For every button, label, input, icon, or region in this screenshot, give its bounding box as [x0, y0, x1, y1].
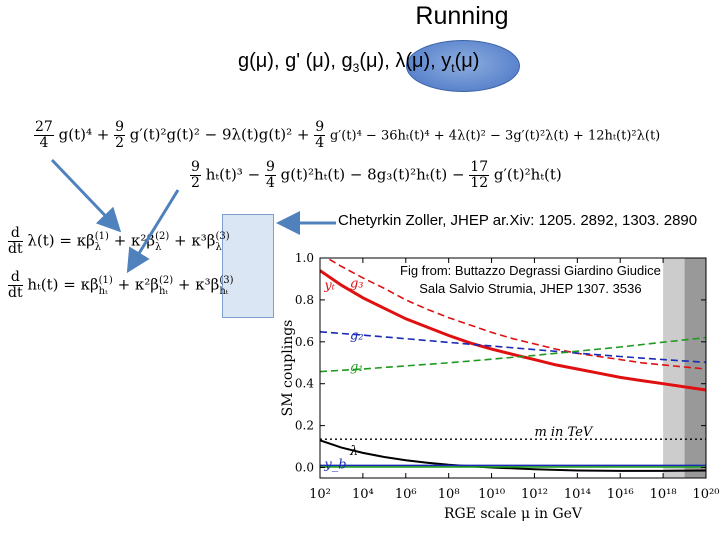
equation-term: + κ³β [173, 275, 220, 294]
fraction-numerator: d [8, 270, 23, 286]
arrow-to-lambda-beta [50, 158, 122, 233]
fraction-denominator: dt [8, 285, 23, 301]
x-tick-label: 10²⁰ [693, 487, 720, 502]
figure-credit: Fig from: Buttazzo Degrassi Giardino Giu… [400, 262, 661, 298]
fraction-denominator: 4 [39, 135, 49, 151]
fraction-denominator: 12 [470, 175, 489, 191]
couplings-sub-t: t [451, 61, 455, 75]
couplings-list: g(μ), g' (μ), g3(μ), λ(μ), yt(μ) [238, 50, 479, 75]
series-line-yt [320, 269, 706, 392]
derivative-fraction: d dt [8, 226, 23, 257]
couplings-text-1: g(μ), g' (μ), g [238, 50, 353, 72]
series-annotation: λ [349, 444, 358, 459]
coupling-subscript: λ [215, 241, 222, 253]
fraction-numerator: d [8, 226, 23, 242]
figure-credit-line-2: Sala Salvio Strumia, JHEP 1307. 3536 [419, 281, 642, 296]
x-tick-label: 10¹⁸ [650, 487, 677, 502]
x-tick-label: 10⁴ [352, 487, 374, 502]
fraction: 17 12 [469, 159, 490, 191]
lambda-highlight-oval [406, 40, 520, 92]
couplings-text-3: (μ) [454, 50, 480, 72]
x-tick-label: 10¹² [521, 487, 548, 502]
couplings-text-2: (μ), λ(μ), y [359, 50, 452, 72]
series-annotation: g₁ [350, 360, 364, 375]
x-tick-label: 10¹⁰ [478, 487, 505, 502]
equation-term: g′(t)⁴ − 36hₜ(t)⁴ + 4λ(t)² − 3g′(t)²λ(t)… [329, 128, 661, 144]
three-loop-beta-highlight [222, 214, 274, 318]
equation-term: + κ³β [169, 231, 216, 250]
equation-term: g(t)⁴ + [58, 125, 110, 144]
fraction-numerator: 9 [114, 119, 125, 136]
coupling-subscript: λ [94, 241, 102, 253]
series-line-g3 [325, 258, 706, 370]
fraction-denominator: 2 [191, 175, 200, 191]
fraction: 27 4 [34, 120, 54, 151]
x-tick-label: 10¹⁴ [564, 487, 591, 502]
series-annotation: y_b [323, 458, 346, 473]
figure-credit-line-1: Fig from: Buttazzo Degrassi Giardino Giu… [400, 263, 661, 278]
citation-label: Chetyrkin Zoller, JHEP ar.Xiv: 1205. 289… [338, 212, 698, 229]
loop-order-superscript: (2) [158, 274, 174, 286]
loop-order-superscript: (1) [98, 274, 113, 286]
rge-lambda: d dt λ(t) = κβ (1) λ + κ²β (2) λ + κ³β (3) λ [8, 226, 230, 257]
fraction-denominator: 4 [315, 135, 325, 151]
y-tick-label: 0.2 [295, 419, 314, 433]
fraction-numerator: 27 [34, 119, 54, 136]
fraction-denominator: 4 [265, 175, 275, 191]
loop-order-superscript: (1) [94, 230, 109, 242]
fraction-numerator: 9 [264, 159, 276, 176]
equation-term: g′(t)²hₜ(t) [493, 165, 562, 184]
series-annotation: g₃ [350, 276, 364, 291]
equation-term: g(t)²hₜ(t) − 8g₃(t)²hₜ(t) − [280, 165, 465, 184]
shaded-band-0 [663, 258, 685, 478]
x-tick-label: 10⁸ [438, 487, 460, 502]
fraction-numerator: 9 [314, 119, 326, 136]
y-tick-label: 0.0 [295, 461, 314, 475]
coupling-subscript: hₜ [219, 285, 229, 297]
equation-term: + κ²β [112, 275, 159, 294]
y-tick-label: 0.6 [295, 335, 314, 349]
fraction-denominator: 2 [115, 135, 124, 151]
slide-title: Running [415, 2, 509, 30]
series-annotation: yₜ [323, 278, 335, 293]
y-tick-label: 1.0 [295, 251, 314, 265]
x-tick-label: 10⁶ [395, 487, 417, 502]
coupling-subscript: λ [155, 241, 162, 253]
couplings-sub-3: 3 [352, 61, 360, 75]
x-tick-label: 10¹⁶ [607, 487, 634, 502]
loop-order-superscript: (3) [215, 230, 230, 242]
coupling-subscript: hₜ [98, 285, 108, 297]
plot-frame [319, 257, 707, 479]
fraction-numerator: 17 [469, 159, 490, 176]
loop-order-superscript: (2) [155, 230, 170, 242]
rge-top-yukawa: d dt hₜ(t) = κβ (1) hₜ + κ²β (2) hₜ + κ³β (3) h… [8, 270, 233, 301]
equation-term: hₜ(t)³ − [205, 165, 261, 184]
y-tick-label: 0.4 [295, 377, 314, 391]
series-annotation: g₂ [350, 329, 364, 344]
series-annotation: m in TeV [534, 425, 593, 440]
x-axis-label: RGE scale μ in GeV [444, 506, 583, 522]
coupling-subscript: hₜ [158, 285, 168, 297]
equation-term: λ(t) = κβ [27, 231, 95, 250]
equation-term: g′(t)²g(t)² − 9λ(t)g(t)² + [129, 125, 310, 144]
loop-order-superscript: (3) [219, 274, 234, 286]
derivative-fraction: d dt [8, 270, 23, 301]
fraction-numerator: 9 [190, 159, 201, 176]
arrow-to-yukawa-beta [126, 189, 180, 274]
series-line-g2 [320, 331, 706, 364]
y-tick-label: 0.8 [295, 293, 314, 307]
fraction-denominator: dt [8, 241, 23, 257]
x-tick-label: 10² [309, 487, 331, 502]
series-line-g1 [320, 336, 706, 373]
running-couplings-chart: 10² 10⁴ 10⁶ 10⁸ 10¹⁰ 10¹² 10¹⁴ 10¹⁶ 10¹⁸ 10²⁰ 0.0 0… [280, 251, 720, 522]
equation-term: hₜ(t) = κβ [27, 275, 99, 294]
y-axis-label: SM couplings [280, 320, 296, 417]
